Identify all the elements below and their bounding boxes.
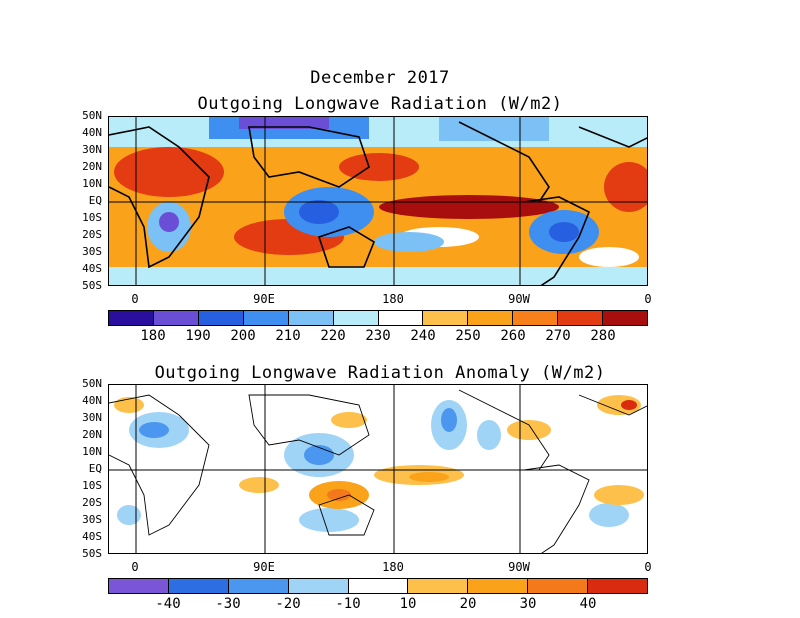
anomaly-colorbar-label: 30 bbox=[519, 596, 537, 612]
anomaly-colorbar bbox=[108, 578, 648, 594]
lat-label: 40S bbox=[82, 530, 102, 543]
lon-label: 0 bbox=[644, 560, 652, 574]
date-title: December 2017 bbox=[310, 68, 450, 88]
olr-colorbar-label: 190 bbox=[185, 328, 211, 344]
olr-colorbar-label: 230 bbox=[365, 328, 391, 344]
anomaly-colorbar-swatch bbox=[408, 579, 469, 593]
lat-label: EQ bbox=[88, 462, 102, 475]
lon-label: 90W bbox=[508, 560, 530, 574]
lat-label: 50N bbox=[82, 377, 102, 390]
olr-colorbar-label: 220 bbox=[320, 328, 346, 344]
lat-label: 10S bbox=[82, 211, 102, 224]
anomaly-colorbar-swatch bbox=[588, 579, 648, 593]
anomaly-map-title: Outgoing Longwave Radiation Anomaly (W/m… bbox=[154, 363, 606, 383]
lat-label: 10N bbox=[82, 445, 102, 458]
anomaly-colorbar-swatch bbox=[288, 579, 349, 593]
lat-label: 50S bbox=[82, 547, 102, 560]
anomaly-map-panel bbox=[108, 384, 648, 554]
olr-colorbar-swatch bbox=[153, 311, 199, 325]
anomaly-colorbar-label: 10 bbox=[399, 596, 417, 612]
anomaly-colorbar-swatch bbox=[168, 579, 229, 593]
olr-colorbar-label: 260 bbox=[500, 328, 526, 344]
olr-colorbar-swatch bbox=[109, 311, 154, 325]
olr-colorbar-swatch bbox=[423, 311, 469, 325]
olr-colorbar-swatch bbox=[558, 311, 604, 325]
lon-label: 90W bbox=[508, 292, 530, 306]
anomaly-colorbar-label: -10 bbox=[335, 596, 361, 612]
olr-colorbar-label: 280 bbox=[590, 328, 616, 344]
olr-colorbar-swatch bbox=[513, 311, 559, 325]
lat-label: 10S bbox=[82, 479, 102, 492]
olr-colorbar-label: 250 bbox=[455, 328, 481, 344]
lat-label: 30S bbox=[82, 513, 102, 526]
lat-label: EQ bbox=[88, 194, 102, 207]
lat-label: 30N bbox=[82, 143, 102, 156]
anomaly-colorbar-label: -40 bbox=[155, 596, 181, 612]
olr-colorbar-swatch bbox=[288, 311, 334, 325]
olr-colorbar bbox=[108, 310, 648, 326]
anomaly-colorbar-label: -30 bbox=[215, 596, 241, 612]
lon-label: 90E bbox=[253, 560, 275, 574]
lat-label: 30N bbox=[82, 411, 102, 424]
anomaly-colorbar-swatch bbox=[228, 579, 289, 593]
lon-label: 0 bbox=[644, 292, 652, 306]
olr-map-title: Outgoing Longwave Radiation (W/m2) bbox=[197, 94, 563, 114]
olr-colorbar-label: 240 bbox=[410, 328, 436, 344]
anomaly-colorbar-swatch bbox=[109, 579, 169, 593]
anomaly-colorbar-swatch bbox=[528, 579, 589, 593]
olr-map-field bbox=[109, 117, 647, 285]
olr-colorbar-swatch bbox=[603, 311, 648, 325]
lat-label: 40N bbox=[82, 394, 102, 407]
anomaly-colorbar-swatch bbox=[468, 579, 529, 593]
anomaly-colorbar-label: 40 bbox=[579, 596, 597, 612]
olr-colorbar-swatch bbox=[468, 311, 514, 325]
olr-colorbar-label: 270 bbox=[545, 328, 571, 344]
lat-label: 50N bbox=[82, 109, 102, 122]
olr-colorbar-swatch bbox=[243, 311, 289, 325]
lat-label: 20S bbox=[82, 228, 102, 241]
lat-label: 20S bbox=[82, 496, 102, 509]
lat-label: 20N bbox=[82, 428, 102, 441]
anomaly-colorbar-swatch bbox=[348, 579, 409, 593]
anomaly-colorbar-label: -20 bbox=[275, 596, 301, 612]
lon-label: 180 bbox=[382, 560, 404, 574]
olr-colorbar-label: 180 bbox=[140, 328, 166, 344]
lat-label: 10N bbox=[82, 177, 102, 190]
lat-label: 40S bbox=[82, 262, 102, 275]
lon-label: 180 bbox=[382, 292, 404, 306]
lat-label: 20N bbox=[82, 160, 102, 173]
lon-label: 0 bbox=[131, 292, 139, 306]
lon-label: 90E bbox=[253, 292, 275, 306]
olr-colorbar-label: 210 bbox=[275, 328, 301, 344]
lat-label: 40N bbox=[82, 126, 102, 139]
olr-colorbar-swatch bbox=[333, 311, 379, 325]
olr-colorbar-swatch bbox=[378, 311, 424, 325]
olr-colorbar-label: 200 bbox=[230, 328, 256, 344]
olr-colorbar-swatch bbox=[198, 311, 244, 325]
lon-label: 0 bbox=[131, 560, 139, 574]
lat-label: 30S bbox=[82, 245, 102, 258]
olr-map-panel bbox=[108, 116, 648, 286]
anomaly-map-field bbox=[109, 385, 647, 553]
anomaly-colorbar-label: 20 bbox=[459, 596, 477, 612]
lat-label: 50S bbox=[82, 279, 102, 292]
